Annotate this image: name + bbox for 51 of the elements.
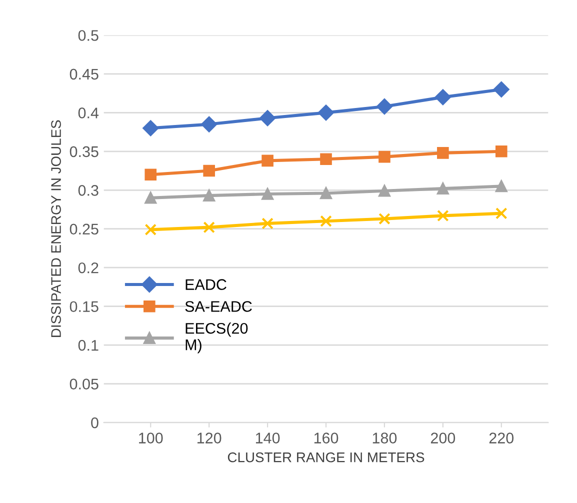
x-tick-label: 160 bbox=[314, 432, 338, 444]
point bbox=[378, 212, 390, 225]
point bbox=[260, 110, 276, 126]
x-tick-label: 180 bbox=[372, 432, 397, 444]
y-tick-label: 0.25 bbox=[70, 224, 98, 235]
y-tick-label: 0.45 bbox=[70, 68, 98, 80]
x-tick-label: 200 bbox=[430, 432, 456, 444]
point bbox=[144, 224, 157, 236]
point bbox=[320, 187, 332, 200]
point bbox=[435, 89, 451, 106]
point bbox=[262, 218, 274, 230]
point bbox=[203, 164, 215, 177]
y-tick-label: 0.3 bbox=[78, 185, 98, 196]
point bbox=[262, 154, 274, 167]
point bbox=[203, 221, 215, 234]
y-axis-title: DISSIPATED ENERGY IN JOULES bbox=[51, 120, 61, 337]
point bbox=[437, 182, 449, 194]
y-tick-label: 0 bbox=[91, 417, 98, 428]
point bbox=[144, 168, 157, 181]
point bbox=[262, 188, 274, 200]
legend-label: EADC bbox=[186, 279, 226, 290]
x-tick-label: 100 bbox=[139, 432, 163, 444]
y-tick-label: 0.4 bbox=[78, 108, 99, 118]
x-axis-title: CLUSTER RANGE IN METERS bbox=[228, 452, 424, 462]
point bbox=[201, 116, 218, 132]
point bbox=[203, 190, 215, 202]
point bbox=[437, 210, 449, 222]
point bbox=[320, 215, 332, 228]
x-tick-label: 220 bbox=[489, 432, 514, 444]
point bbox=[142, 120, 159, 136]
point bbox=[376, 98, 392, 114]
point bbox=[437, 147, 449, 159]
x-tick-label: 120 bbox=[198, 432, 222, 444]
point bbox=[495, 180, 508, 192]
point bbox=[320, 153, 332, 166]
y-tick-label: 0.15 bbox=[70, 301, 98, 312]
x-tick-label: 140 bbox=[256, 432, 280, 444]
point bbox=[318, 104, 334, 121]
y-tick-label: 0.05 bbox=[70, 378, 98, 390]
legend-label: SA-EADC bbox=[185, 301, 252, 312]
point bbox=[378, 185, 390, 197]
point bbox=[495, 145, 508, 158]
y-tick-label: 0.35 bbox=[70, 146, 98, 158]
y-tick-label: 0.1 bbox=[78, 340, 98, 351]
point bbox=[144, 192, 157, 204]
point bbox=[495, 207, 508, 220]
y-tick-label: 0.5 bbox=[78, 30, 98, 41]
point bbox=[493, 82, 510, 98]
point bbox=[378, 150, 390, 163]
y-tick-label: 0.2 bbox=[78, 262, 98, 274]
legend-label: EECS(20 M) bbox=[186, 322, 248, 354]
